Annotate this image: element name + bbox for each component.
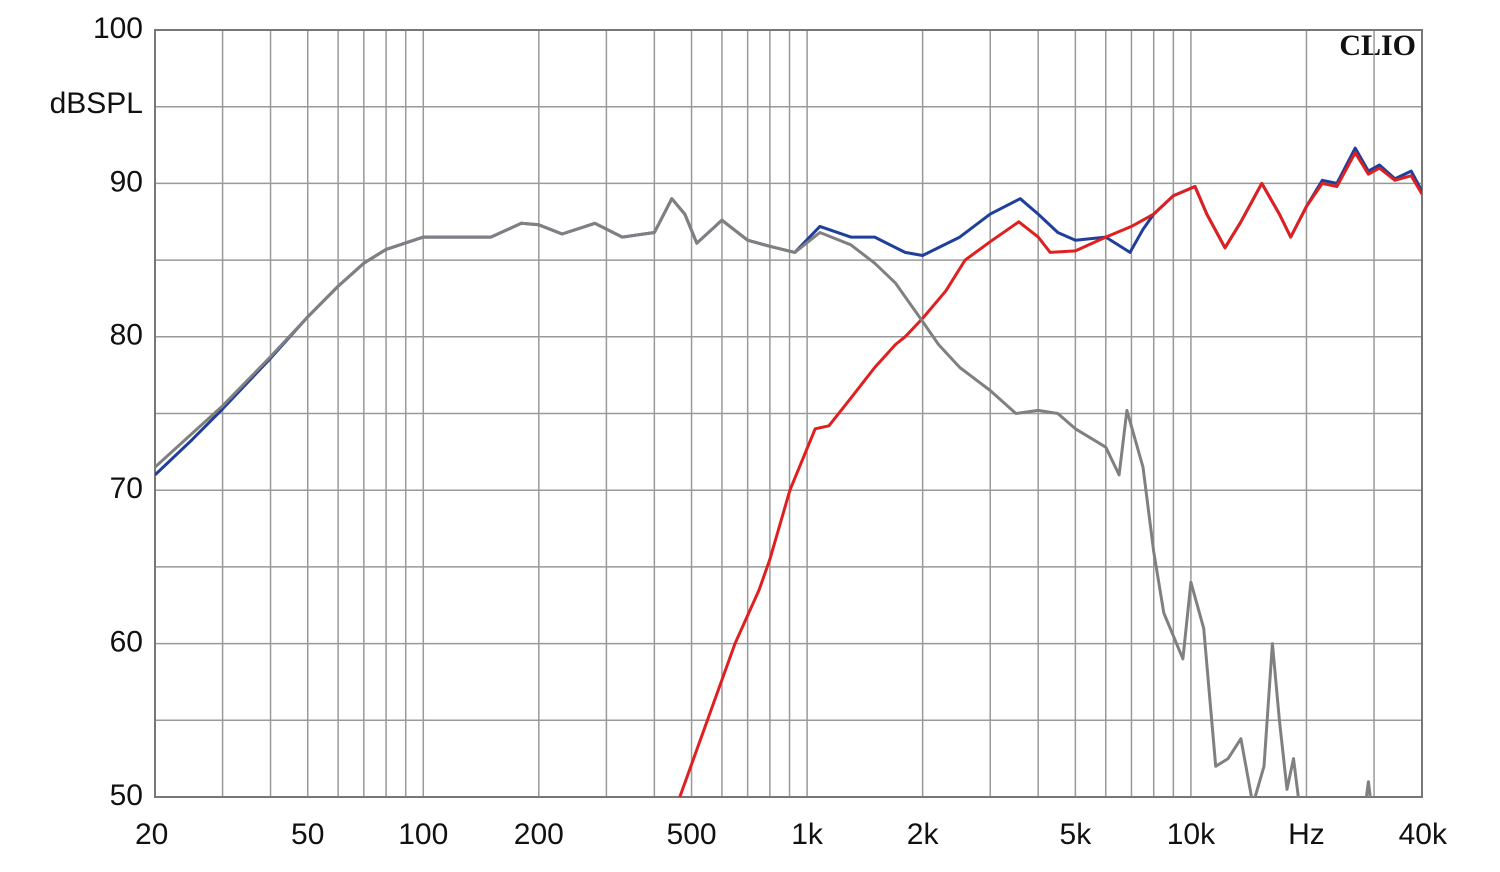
x-tick-label: 200 — [514, 818, 564, 851]
grid — [154, 29, 1423, 798]
x-tick-label: 10k — [1167, 818, 1216, 851]
plot-area — [155, 146, 1422, 797]
x-tick-label: 2k — [907, 818, 940, 851]
y-axis-label: dBSPL — [50, 87, 143, 120]
y-tick-label: 70 — [110, 472, 143, 505]
x-tick-label: 5k — [1060, 818, 1093, 851]
plot-frame — [154, 29, 1423, 798]
series-line — [155, 197, 1372, 797]
y-tick-label: 50 — [110, 779, 143, 812]
x-tick-label: 50 — [291, 818, 324, 851]
x-tick-label: 1k — [791, 818, 824, 851]
x-tick-label: 500 — [667, 818, 717, 851]
y-tick-label: 80 — [110, 319, 143, 352]
y-tick-label: 90 — [110, 165, 143, 198]
x-tick-label: 100 — [398, 818, 448, 851]
y-tick-label: 60 — [110, 626, 143, 659]
x-tick-label: 20 — [135, 818, 168, 851]
annotation: CLIO — [1339, 29, 1416, 62]
series-line — [678, 151, 1422, 797]
series-line — [155, 146, 1422, 476]
x-tick-label: Hz — [1288, 818, 1325, 851]
x-tick-label: 40k — [1399, 818, 1448, 851]
y-tick-label: 100 — [93, 12, 143, 45]
